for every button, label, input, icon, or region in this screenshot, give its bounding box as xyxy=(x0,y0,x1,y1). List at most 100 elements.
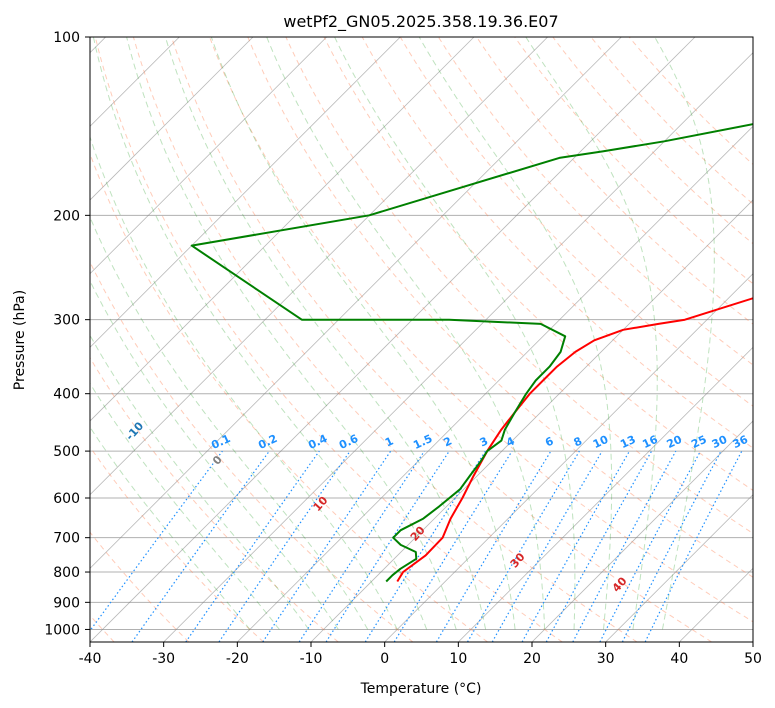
moist-adiabat-line xyxy=(418,37,613,630)
mixing-ratio-label: 10 xyxy=(591,433,611,451)
moist-adiabat-line xyxy=(266,37,546,630)
isotherm-line xyxy=(90,37,622,569)
moist-adiabat-line xyxy=(654,37,715,630)
isotherm-line xyxy=(90,37,548,496)
dry-adiabat-line xyxy=(590,37,753,205)
x-tick-label: 50 xyxy=(744,651,762,667)
mixing-ratio-label: 0.1 xyxy=(209,432,232,452)
dry-adiabat-line xyxy=(209,37,753,623)
y-tick-label: 300 xyxy=(53,313,80,329)
y-tick-label: 400 xyxy=(53,387,80,403)
x-tick-label: -30 xyxy=(152,651,175,667)
x-tick-label: 20 xyxy=(523,651,541,667)
isotherm-line xyxy=(237,125,753,642)
moist-adiabat-line xyxy=(210,37,516,630)
mixing-ratio-line xyxy=(644,450,743,642)
moist-adiabat-line xyxy=(90,215,369,630)
isotherm-line xyxy=(90,37,401,348)
moist-adiabat-line xyxy=(90,382,280,630)
x-tick-label: 30 xyxy=(597,651,615,667)
dry-adiabat-line xyxy=(552,37,753,245)
dry-adiabat-line xyxy=(94,37,563,642)
x-axis: -40 -30 -20 -10 0 10 20 30 40 50 xyxy=(79,642,762,667)
moist-adiabat-line xyxy=(90,279,339,630)
moist-adiabat-line xyxy=(126,37,457,630)
mixing-ratio-line xyxy=(435,450,552,642)
mixing-ratio-label: 2 xyxy=(442,434,454,449)
mixing-ratio-line xyxy=(545,450,653,642)
y-tick-label: 500 xyxy=(53,444,80,460)
chart-title: wetPf2_GN05.2025.358.19.36.E07 xyxy=(283,12,558,32)
isotherm-line xyxy=(531,420,753,642)
mixing-ratio-line xyxy=(185,450,320,642)
mixing-ratio-label: 6 xyxy=(543,434,556,449)
x-tick-label: -40 xyxy=(79,651,102,667)
isotherm-line xyxy=(163,52,753,642)
y-tick-label: 700 xyxy=(53,531,80,547)
dry-adiabat-line xyxy=(90,152,488,642)
moist-adiabat-line xyxy=(90,334,310,630)
y-tick-label: 900 xyxy=(53,595,80,611)
dry-adiabat-label: 30 xyxy=(508,550,528,570)
dry-adiabat-line xyxy=(90,531,190,642)
plot-background-lines xyxy=(90,37,753,642)
mixing-ratio-label: 3 xyxy=(478,434,490,449)
y-tick-label: 600 xyxy=(53,491,80,507)
isotherm-line xyxy=(90,37,475,422)
x-tick-label: 40 xyxy=(670,651,688,667)
mixing-ratio-line xyxy=(393,450,513,642)
mixing-ratio-label: 8 xyxy=(572,434,584,449)
dry-adiabat-line xyxy=(437,37,753,366)
dry-adiabat-line xyxy=(90,446,264,642)
mixing-ratio-line xyxy=(90,450,223,632)
dry-adiabat-line xyxy=(247,37,753,578)
moist-adiabat-line xyxy=(334,37,576,630)
mixing-ratio-label: 20 xyxy=(665,433,685,451)
mixing-ratio-label: 1 xyxy=(383,434,395,449)
isotherm-line xyxy=(90,37,254,201)
isotherm-line xyxy=(458,346,753,642)
mixing-ratio-label: 13 xyxy=(618,433,637,451)
x-tick-label: 10 xyxy=(449,651,467,667)
isopleth-labels: 0.1 0.2 0.4 0.6 1 1.5 2 3 4 6 8 10 13 16 20 25 30 36-1001… xyxy=(123,419,750,594)
isotherm-line xyxy=(310,199,753,642)
dry-adiabat-line xyxy=(90,356,339,642)
temperature-profile-line xyxy=(396,297,753,583)
dry-adiabat-line xyxy=(514,37,753,285)
isotherm-line xyxy=(752,641,753,642)
dewpoint-profile-line xyxy=(190,123,753,583)
isotherm-line xyxy=(605,494,753,642)
isotherm-line xyxy=(384,273,753,642)
mixing-ratio-line xyxy=(298,450,425,642)
y-tick-label: 100 xyxy=(53,30,80,46)
isotherm-line xyxy=(679,567,753,642)
y-tick-label: 800 xyxy=(53,565,80,581)
mixing-ratio-label: 30 xyxy=(710,433,730,451)
isotherm-line xyxy=(90,37,327,275)
moist-adiabat-line xyxy=(90,426,251,630)
dry-adiabat-line xyxy=(361,37,753,449)
isotherm-line xyxy=(90,37,696,642)
moist-adiabat-line xyxy=(90,135,398,630)
mixing-ratio-line xyxy=(521,450,631,642)
mixing-ratio-line xyxy=(218,450,351,642)
mixing-ratio-line xyxy=(262,450,392,642)
mixing-ratio-label: 1.5 xyxy=(411,432,434,452)
dry-adiabat-line xyxy=(90,260,414,642)
mixing-ratio-label: 0.4 xyxy=(306,432,329,452)
moist-adiabat-line xyxy=(525,37,658,630)
mixing-ratio-line xyxy=(131,450,270,642)
mixing-ratio-label: 36 xyxy=(731,433,751,451)
dry-adiabat-line xyxy=(399,37,753,407)
mixing-ratio-line xyxy=(572,450,677,642)
dry-adiabat-label: 40 xyxy=(610,574,630,594)
y-tick-label: 1000 xyxy=(44,622,80,638)
x-tick-label: -10 xyxy=(300,651,323,667)
y-axis: 100 200 300 400 500 600 700 800 900 1000 xyxy=(44,30,90,638)
dry-adiabat-line xyxy=(132,37,638,642)
plot-frame xyxy=(89,36,754,643)
y-tick-label: 200 xyxy=(53,208,80,224)
x-axis-title: Temperature (°C) xyxy=(360,681,482,697)
dry-adiabat-label: 20 xyxy=(408,523,428,543)
